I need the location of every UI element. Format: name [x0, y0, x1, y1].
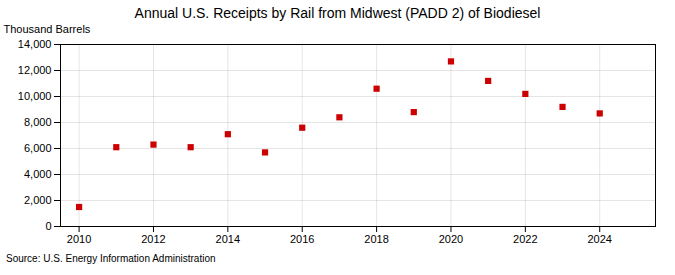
svg-text:2012: 2012 [141, 233, 165, 245]
svg-text:2020: 2020 [439, 233, 463, 245]
svg-text:12,000: 12,000 [18, 64, 52, 76]
svg-text:10,000: 10,000 [18, 90, 52, 102]
html-text:Source: U.S. Energy Informatio: Source: U.S. Energy Information Administ… [6, 253, 216, 264]
svg-text:4,000: 4,000 [24, 168, 52, 180]
svg-text:2024: 2024 [587, 233, 611, 245]
svg-text:0: 0 [45, 220, 51, 232]
svg-text:8,000: 8,000 [24, 116, 52, 128]
svg-text:2010: 2010 [67, 233, 91, 245]
html-text:Annual U.S. Receipts by Rail f: Annual U.S. Receipts by Rail from Midwes… [134, 5, 541, 21]
svg-text:6,000: 6,000 [24, 142, 52, 154]
svg-text:2014: 2014 [216, 233, 240, 245]
svg-text:Thousand Barrels: Thousand Barrels [4, 23, 91, 35]
svg-text:2016: 2016 [290, 233, 314, 245]
svg-text:2022: 2022 [513, 233, 537, 245]
svg-text:2018: 2018 [364, 233, 388, 245]
svg-text:14,000: 14,000 [18, 38, 52, 50]
svg-text:2,000: 2,000 [24, 194, 52, 206]
